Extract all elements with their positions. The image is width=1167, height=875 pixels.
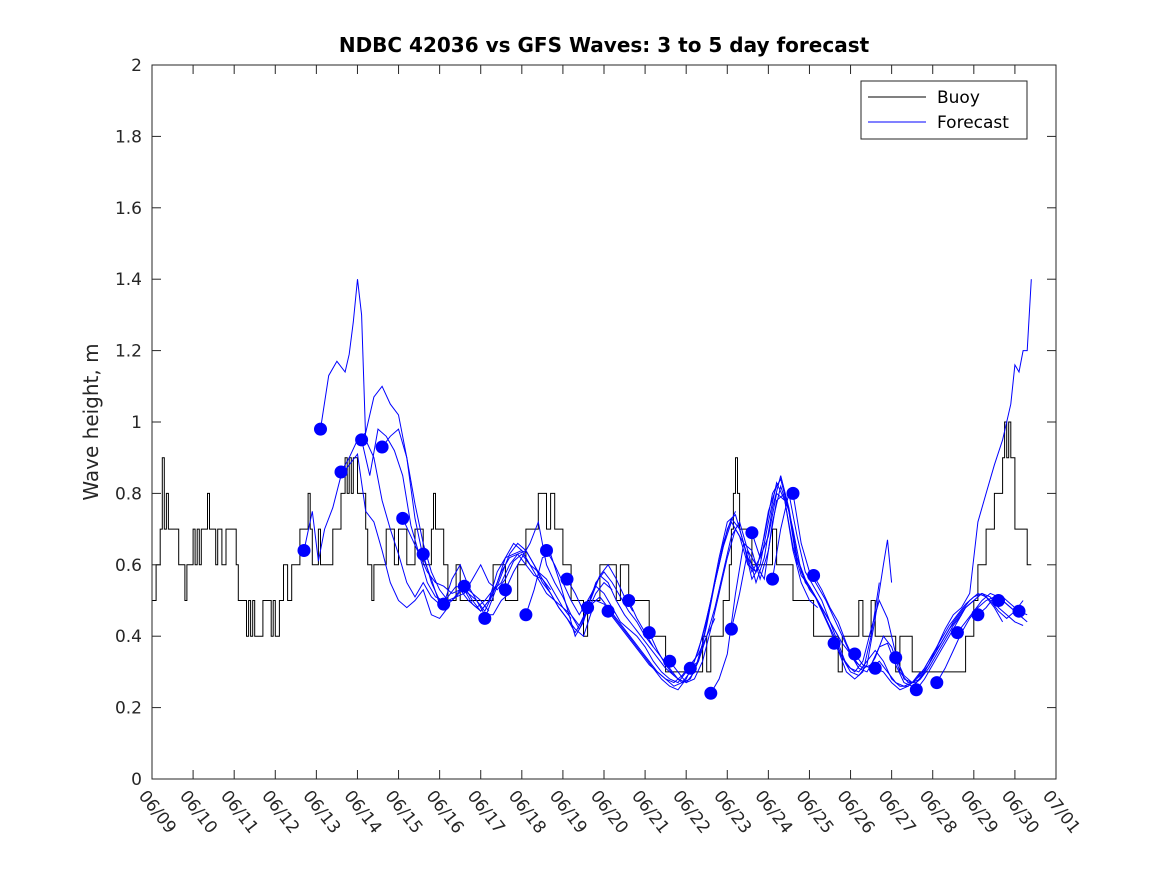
forecast-trace-17	[628, 486, 778, 684]
forecast-marker-26	[807, 569, 821, 582]
forecast-marker-36	[1012, 604, 1026, 618]
forecast-marker-17	[622, 594, 636, 607]
y-tick-label: 1	[131, 413, 142, 433]
legend-forecast-label: Forecast	[937, 113, 1009, 133]
forecast-marker-31	[909, 683, 923, 697]
forecast-trace-21	[710, 492, 860, 694]
forecast-trace-2	[320, 279, 448, 605]
forecast-marker-19	[663, 654, 677, 668]
y-tick-label: 1.6	[115, 199, 142, 219]
y-axis-label: Wave height, m	[79, 343, 103, 500]
forecast-series	[303, 279, 1032, 694]
forecast-marker-5	[375, 440, 389, 454]
forecast-marker-11	[498, 583, 512, 597]
forecast-marker-2	[314, 422, 327, 436]
forecast-trace-29	[874, 592, 1024, 691]
forecast-marker-20	[683, 661, 697, 675]
forecast-marker-18	[642, 626, 656, 640]
forecast-marker-35	[992, 594, 1005, 607]
forecast-trace-26	[813, 575, 962, 687]
forecast-marker-15	[581, 601, 595, 615]
y-tick-label: 0.2	[115, 699, 142, 719]
legend-box	[860, 80, 1028, 140]
forecast-marker-6	[396, 511, 410, 525]
y-tick-label: 0	[131, 770, 142, 790]
forecast-marker-33	[950, 626, 964, 640]
chart-title: NDBC 42036 vs GFS Waves: 3 to 5 day fore…	[339, 33, 870, 57]
y-tick-label: 1.4	[115, 270, 142, 290]
forecast-marker-32	[930, 676, 944, 690]
plot-area	[152, 65, 1056, 779]
y-tick-label: 0.4	[115, 627, 142, 647]
forecast-trace-22	[730, 484, 880, 680]
forecast-marker-4	[355, 433, 369, 447]
forecast-marker-25	[786, 486, 800, 500]
forecast-marker-12	[519, 608, 533, 622]
forecast-markers	[297, 422, 1026, 700]
forecast-marker-30	[889, 651, 903, 665]
y-tick-label: 1.8	[115, 127, 142, 147]
y-tick-label: 0.8	[115, 484, 142, 504]
buoy-line	[152, 421, 1032, 673]
y-tick-label: 1.2	[115, 342, 142, 362]
forecast-marker-28	[848, 647, 862, 661]
forecast-marker-22	[724, 622, 738, 636]
forecast-trace-11	[504, 520, 654, 648]
legend: Buoy Forecast	[860, 80, 1028, 140]
forecast-trace-30	[895, 279, 1032, 684]
forecast-marker-7	[416, 547, 430, 561]
forecast-marker-34	[971, 608, 985, 622]
forecast-marker-21	[704, 686, 718, 700]
buoy-series	[152, 421, 1032, 673]
forecast-trace-10	[484, 542, 634, 634]
forecast-trace-33	[957, 592, 1024, 633]
legend-buoy-label: Buoy	[937, 88, 980, 108]
forecast-marker-16	[601, 604, 615, 618]
forecast-marker-9	[457, 579, 471, 593]
forecast-marker-10	[478, 611, 492, 625]
forecast-marker-1	[297, 544, 311, 557]
forecast-trace-23	[751, 492, 893, 677]
forecast-marker-24	[766, 572, 779, 586]
forecast-marker-3	[334, 465, 348, 479]
y-tick-label: 0.6	[115, 556, 142, 576]
forecast-trace-1	[303, 452, 449, 620]
y-tick-label: 2	[131, 56, 142, 76]
forecast-marker-29	[868, 661, 882, 675]
forecast-marker-13	[540, 544, 553, 557]
forecast-marker-14	[560, 572, 574, 586]
forecast-trace-31	[915, 592, 1024, 691]
forecast-marker-27	[827, 636, 841, 650]
forecast-marker-8	[437, 597, 451, 611]
forecast-trace-18	[648, 477, 798, 684]
forecast-marker-23	[745, 526, 759, 540]
forecast-trace-13	[546, 550, 695, 684]
